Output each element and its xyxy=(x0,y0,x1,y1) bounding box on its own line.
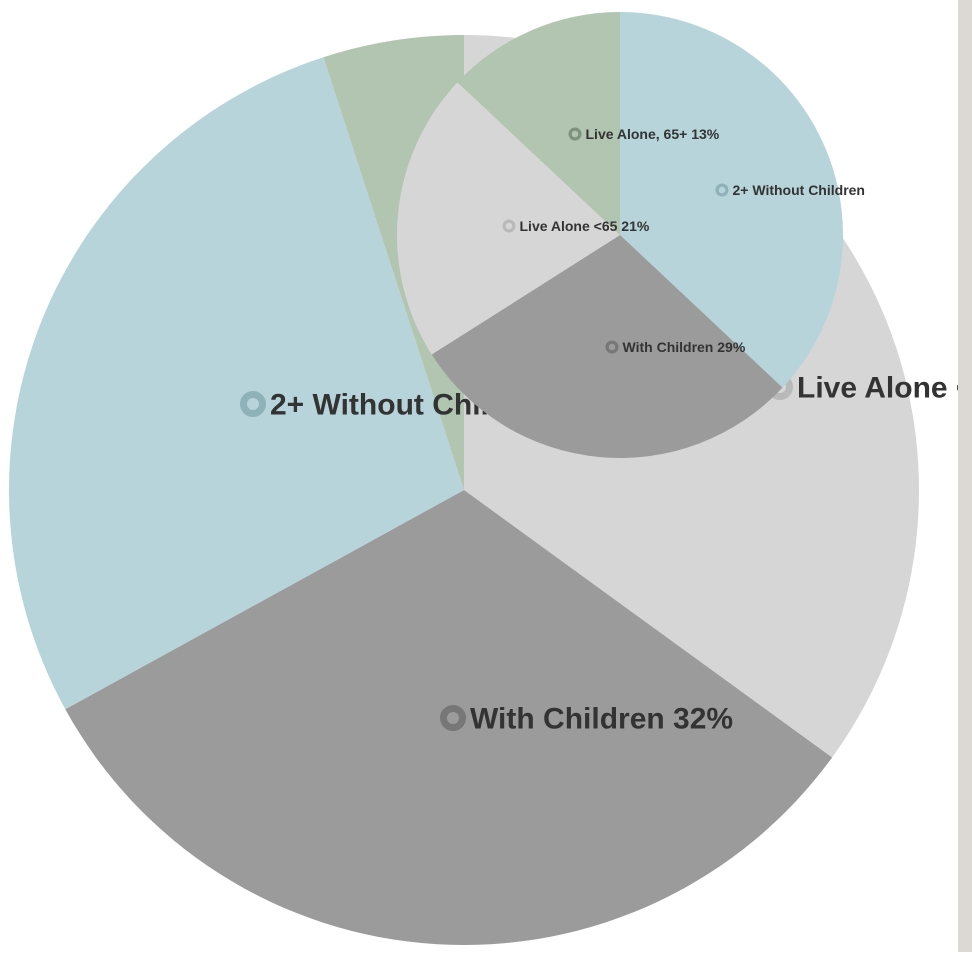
pie-data-label: With Children 29% xyxy=(623,339,746,355)
pie-data-label: Live Alone <65 35% xyxy=(797,372,972,405)
pie-data-label: 2+ Without Children 37% xyxy=(733,182,898,198)
pie-label-live-alone-65: Live Alone <65 21% xyxy=(504,218,650,234)
right-scroll-rail xyxy=(958,0,972,952)
pie-data-label: Live Alone <65 21% xyxy=(520,218,650,234)
pie-label-with-children: With Children 32% xyxy=(444,703,734,736)
pie-label-2-without-children: 2+ Without Children 37% xyxy=(717,182,897,198)
pie-label-live-alone-65: Live Alone, 65+ 13% xyxy=(570,126,720,142)
pie-data-label: Live Alone, 65+ 13% xyxy=(586,126,720,142)
pie-data-label: With Children 32% xyxy=(470,703,733,736)
pie-chart-inner xyxy=(397,12,843,458)
pie-label-live-alone-65: Live Alone <65 35% xyxy=(771,372,972,405)
pie-label-with-children: With Children 29% xyxy=(607,339,746,355)
